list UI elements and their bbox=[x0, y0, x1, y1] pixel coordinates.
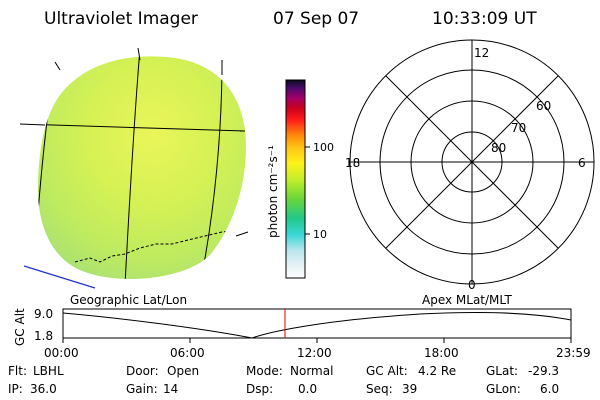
earth-image bbox=[19, 47, 249, 289]
observation-time: 10:33:09 UT bbox=[432, 9, 537, 29]
altitude-ylabel: GC Alt bbox=[13, 308, 27, 346]
time-tick-2359: 23:59 bbox=[556, 346, 591, 360]
time-tick-1800: 18:00 bbox=[424, 346, 459, 360]
filter-value: LBHL bbox=[33, 364, 64, 378]
dsp-label: Dsp: bbox=[246, 382, 273, 396]
dsp-value: 0.0 bbox=[298, 382, 317, 396]
gain-value: 14 bbox=[163, 382, 178, 396]
observation-date: 07 Sep 07 bbox=[273, 9, 359, 29]
altitude-plot: GC Alt 9.0 1.8 00:00 06:00 12:00 18:00 2… bbox=[13, 307, 591, 360]
mlt-label-0: 0 bbox=[468, 278, 476, 292]
gain-label: Gain: bbox=[126, 382, 158, 396]
instrument-title: Ultraviolet Imager bbox=[44, 9, 198, 29]
ip-value: 36.0 bbox=[30, 382, 57, 396]
gc-alt-label: GC Alt: bbox=[366, 364, 408, 378]
mlat-label-80: 80 bbox=[491, 141, 506, 155]
glon-value: 6.0 bbox=[540, 382, 559, 396]
filter-label: Flt: bbox=[8, 364, 27, 378]
colorbar: 100 10 photon cm⁻²s⁻¹ bbox=[266, 79, 334, 279]
mlt-label-18: 18 bbox=[345, 156, 360, 170]
altitude-curve bbox=[62, 311, 572, 339]
mlat-label-60: 60 bbox=[536, 99, 551, 113]
seq-label: Seq: bbox=[366, 382, 393, 396]
mlat-label-70: 70 bbox=[511, 121, 526, 135]
apex-label: Apex MLat/MLT bbox=[422, 293, 512, 307]
altitude-tick-high: 9.0 bbox=[34, 307, 53, 321]
altitude-tick-low: 1.8 bbox=[34, 329, 53, 343]
status-panel: Flt: LBHL Door: Open Mode: Normal GC Alt… bbox=[8, 364, 559, 396]
terminator-line bbox=[23, 265, 96, 289]
seq-value: 39 bbox=[402, 382, 417, 396]
ip-label: IP: bbox=[8, 382, 23, 396]
mlt-label-12: 12 bbox=[474, 46, 489, 60]
time-tick-0000: 00:00 bbox=[44, 346, 79, 360]
coastline bbox=[74, 229, 241, 263]
mode-label: Mode: bbox=[246, 364, 283, 378]
glat-value: -29.3 bbox=[528, 364, 559, 378]
geographic-label: Geographic Lat/Lon bbox=[70, 293, 187, 307]
colorbar-tick-100: 100 bbox=[313, 141, 334, 154]
colorbar-tick-10: 10 bbox=[313, 228, 327, 241]
mode-value: Normal bbox=[290, 364, 333, 378]
colorbar-unit-label: photon cm⁻²s⁻¹ bbox=[266, 145, 280, 238]
glon-label: GLon: bbox=[486, 382, 521, 396]
polar-grid bbox=[349, 39, 595, 285]
mlt-label-6: 6 bbox=[578, 156, 586, 170]
time-tick-0600: 06:00 bbox=[170, 346, 205, 360]
time-tick-1200: 12:00 bbox=[297, 346, 332, 360]
glat-label: GLat: bbox=[486, 364, 518, 378]
door-label: Door: bbox=[126, 364, 159, 378]
gc-alt-value: 4.2 Re bbox=[418, 364, 456, 378]
door-value: Open bbox=[167, 364, 199, 378]
